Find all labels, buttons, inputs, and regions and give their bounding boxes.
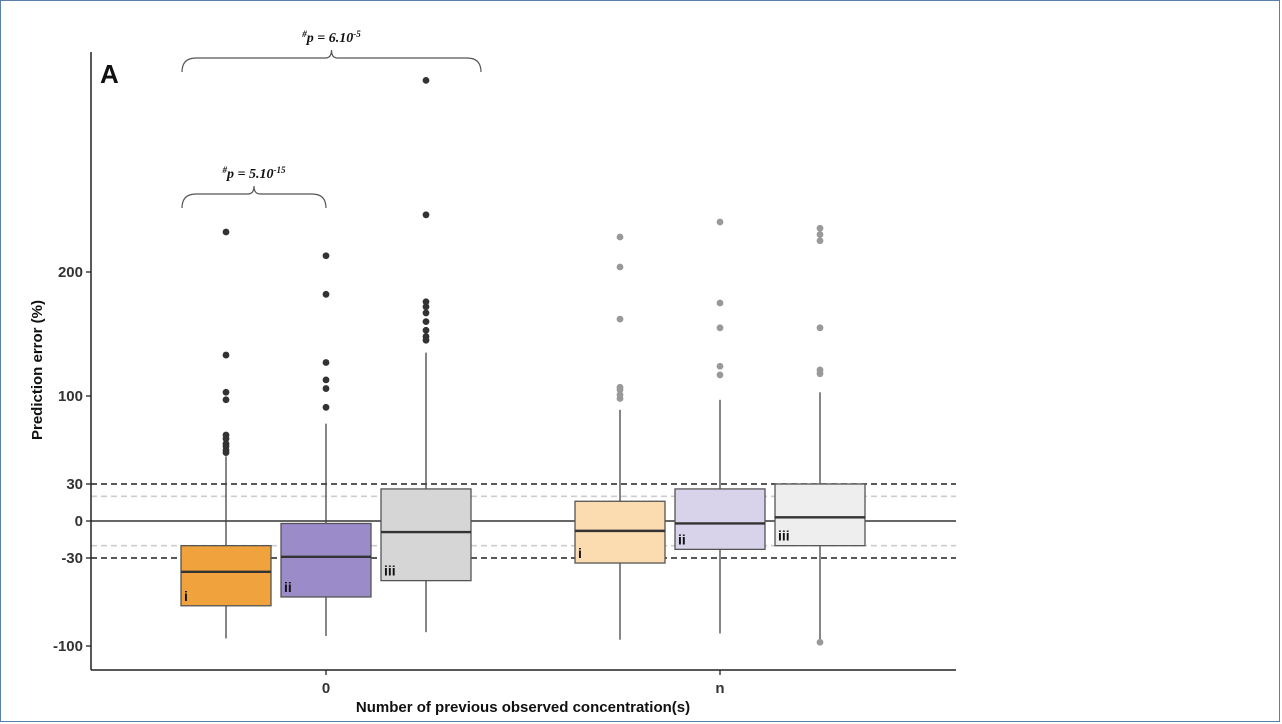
outlier-point-0-0 <box>222 228 230 236</box>
box-4 <box>674 488 766 551</box>
outlier-point-0-5 <box>222 435 230 443</box>
significance-main-0: p = 6.10 <box>306 31 353 46</box>
outlier-point-5-6 <box>816 370 824 378</box>
box-1 <box>280 522 372 598</box>
outlier-point-4-0 <box>716 218 724 226</box>
outlier-point-2-0 <box>422 77 430 84</box>
outlier-point-1-5 <box>322 403 330 411</box>
box-label-3: i <box>578 545 582 561</box>
x-tick-label-0: 0 <box>322 680 330 697</box>
outlier-point-5-3 <box>816 237 824 245</box>
significance-prefix-1: # <box>222 165 228 175</box>
x-tick-label-1: n <box>715 680 724 697</box>
significance-label-0: #p = 6.10-5 <box>301 29 361 46</box>
outlier-point-0-3 <box>222 396 230 404</box>
significance-annotations: #p = 6.10-5#p = 5.10-15 <box>181 29 482 209</box>
box-label-4: ii <box>678 531 686 547</box>
outlier-point-1-0 <box>322 252 330 260</box>
significance-exponent-0: -5 <box>353 29 361 39</box>
outlier-point-3-6 <box>616 395 624 402</box>
y-tick-label-1: -30 <box>61 550 83 567</box>
outlier-point-5-4 <box>816 324 824 332</box>
box-label-1: ii <box>284 579 292 595</box>
outlier-point-1-4 <box>322 385 330 392</box>
outlier-point-4-1 <box>716 299 724 307</box>
outlier-point-4-2 <box>716 324 724 332</box>
outlier-point-3-2 <box>616 315 624 323</box>
outlier-point-3-0 <box>616 233 624 241</box>
outlier-point-0-2 <box>222 388 230 396</box>
outlier-point-0-9 <box>222 449 230 456</box>
outlier-point-4-4 <box>716 371 724 379</box>
outlier-points <box>222 77 824 646</box>
box-label-0: i <box>184 588 188 604</box>
y-tick-label-0: -100 <box>53 638 83 655</box>
significance-bracket-0 <box>181 49 482 73</box>
outlier-point-2-1 <box>422 211 430 219</box>
outlier-point-2-4 <box>422 309 430 317</box>
x-axis-title: Number of previous observed concentratio… <box>356 699 690 716</box>
significance-label-1: #p = 5.10-15 <box>222 165 286 182</box>
outlier-point-2-3 <box>422 303 430 311</box>
significance-exponent-1: -15 <box>273 165 285 175</box>
outlier-point-5-2 <box>816 231 824 238</box>
y-tick-labels: -100 -30 0 30 100 200 <box>53 264 91 655</box>
box-0 <box>180 545 272 607</box>
box-5 <box>774 483 866 547</box>
box-2 <box>380 488 472 582</box>
outlier-point-1-1 <box>322 290 330 298</box>
significance-bracket-1 <box>181 185 327 209</box>
significance-main-1: p = 5.10 <box>226 167 273 182</box>
box-label-5: iii <box>778 528 790 544</box>
outlier-point-2-8 <box>422 336 430 344</box>
outlier-point-5-0 <box>816 638 824 646</box>
outlier-point-1-3 <box>322 376 330 384</box>
outlier-point-2-6 <box>422 326 430 334</box>
panel-label: A <box>100 59 119 89</box>
y-axis-title: Prediction error (%) <box>29 300 46 440</box>
outlier-point-0-1 <box>222 351 230 359</box>
significance-prefix-0: # <box>301 29 307 39</box>
outlier-point-2-5 <box>422 318 430 325</box>
y-tick-label-5: 200 <box>58 264 83 281</box>
outlier-point-3-1 <box>616 263 624 271</box>
axes <box>90 52 956 671</box>
outlier-point-5-1 <box>816 224 824 232</box>
outlier-point-3-4 <box>616 386 624 394</box>
outlier-point-4-3 <box>716 362 724 370</box>
whiskers <box>225 352 821 645</box>
box-label-2: iii <box>384 563 396 579</box>
outlier-point-2-2 <box>422 298 430 306</box>
y-tick-label-3: 30 <box>66 476 83 493</box>
outlier-point-1-2 <box>322 359 330 366</box>
box-3 <box>574 500 666 564</box>
y-tick-label-4: 100 <box>58 388 83 405</box>
y-tick-label-2: 0 <box>75 513 83 530</box>
